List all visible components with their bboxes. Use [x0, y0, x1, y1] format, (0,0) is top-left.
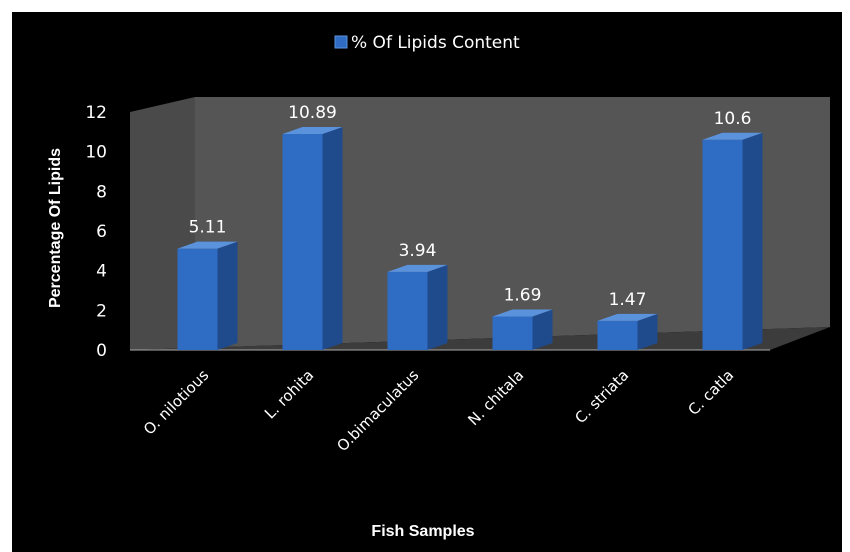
- bar-front: [177, 248, 218, 350]
- category-label: O. nilotious: [140, 366, 212, 438]
- bar: [597, 313, 658, 350]
- bar-top: [492, 309, 553, 317]
- y-tick-label: 0: [96, 341, 107, 361]
- legend-swatch: [334, 35, 348, 49]
- data-label: 10.6: [714, 109, 752, 129]
- category-label: C. catla: [685, 366, 738, 419]
- y-tick-label: 8: [96, 182, 107, 202]
- bar-top: [702, 132, 763, 140]
- data-label: 5.11: [189, 218, 227, 238]
- floor: [130, 327, 830, 350]
- category-label: L. rohita: [261, 366, 317, 422]
- data-label: 1.47: [609, 290, 647, 310]
- bar-front: [282, 134, 323, 350]
- data-label: 1.69: [504, 285, 542, 305]
- bar-front: [597, 320, 638, 350]
- bar-front: [492, 316, 533, 350]
- bar-top: [282, 127, 343, 135]
- bar-side: [637, 313, 658, 350]
- data-label: 10.89: [288, 103, 337, 123]
- y-tick-label: 6: [96, 222, 107, 242]
- y-tick-label: 12: [85, 103, 107, 123]
- bar: [387, 264, 448, 350]
- legend-label: % Of Lipids Content: [351, 33, 520, 53]
- bar-front: [702, 139, 743, 350]
- y-tick-label: 2: [96, 301, 107, 321]
- bar: [492, 309, 553, 350]
- y-axis-title: Percentage Of Lipids: [47, 148, 64, 308]
- bars: [177, 127, 763, 350]
- bar-top: [177, 241, 238, 249]
- chart-frame: % Of Lipids Content Percentage Of Lipids…: [12, 12, 842, 552]
- data-label: 3.94: [399, 241, 437, 261]
- bar-side: [532, 309, 553, 350]
- y-tick-label: 10: [85, 143, 107, 163]
- y-axis-ticks: 0 2 4 6 8 10 12: [85, 103, 107, 361]
- bar-side: [742, 132, 763, 350]
- bar-side: [217, 241, 238, 350]
- bar-top: [597, 313, 658, 321]
- bar-side: [427, 264, 448, 350]
- bar-side: [322, 127, 343, 350]
- y-tick-label: 4: [96, 262, 107, 282]
- category-labels: O. nilotious L. rohita O.bimaculatus N. chi…: [140, 366, 737, 455]
- bar-front: [387, 271, 428, 350]
- legend: % Of Lipids Content: [334, 33, 520, 53]
- bar: [177, 241, 238, 350]
- bar: [282, 127, 343, 350]
- bar-top: [387, 264, 448, 272]
- bar: [702, 132, 763, 350]
- category-label: N. chitala: [464, 366, 527, 429]
- back-wall: [195, 97, 830, 348]
- category-label: O.bimaculatus: [333, 366, 422, 455]
- x-axis-title: Fish Samples: [371, 523, 474, 540]
- lipids-bar-chart: % Of Lipids Content Percentage Of Lipids…: [47, 33, 830, 540]
- category-label: C. striata: [571, 366, 632, 427]
- data-labels: 5.11 10.89 3.94 1.69 1.47 10.6: [189, 103, 752, 310]
